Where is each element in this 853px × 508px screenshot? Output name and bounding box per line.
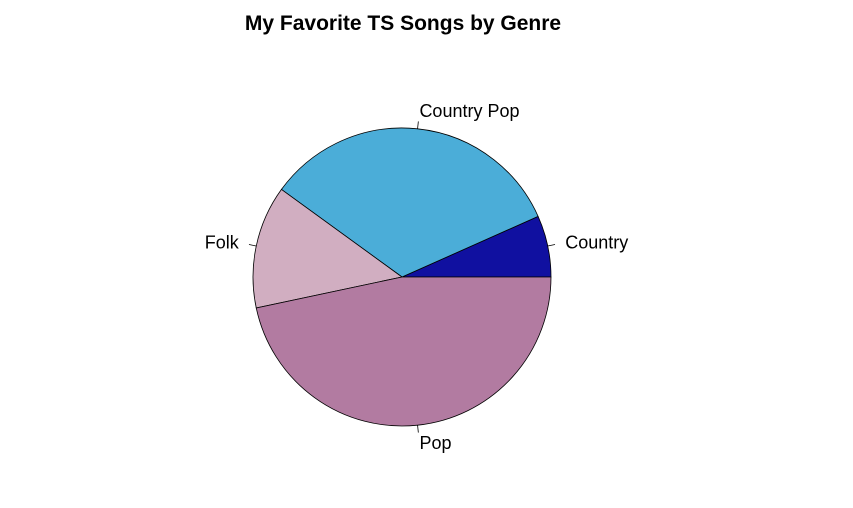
pie-label-ticks [248,121,556,433]
pie-slices [252,127,552,427]
pie-tick-folk [248,244,257,247]
pie-labels: Country Country Pop Folk Pop [205,101,629,453]
pie-label-folk: Folk [205,232,240,252]
pie-slice-pop [255,276,552,427]
pie-slice-folk [252,188,403,309]
chart-title: My Favorite TS Songs by Genre [244,12,562,35]
pie-tick-country-pop [417,121,419,129]
pie-label-country-pop: Country Pop [419,101,519,121]
pie-label-country: Country [565,232,628,252]
pie-label-pop: Pop [419,433,451,453]
pie-tick-pop [417,425,419,433]
pie-tick-country [547,244,556,247]
pie-slice-country-pop [280,127,539,278]
